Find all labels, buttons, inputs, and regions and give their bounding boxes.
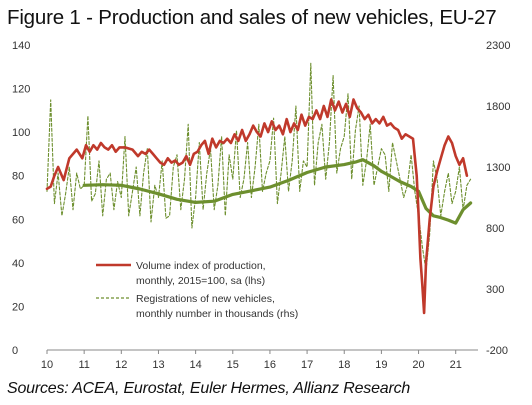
y-right-tick-label: 300 xyxy=(486,284,504,296)
x-tick-label: 16 xyxy=(264,359,276,371)
x-tick-label: 18 xyxy=(338,359,350,371)
y-left-tick-label: 120 xyxy=(12,84,30,96)
x-tick-label: 10 xyxy=(41,359,53,371)
legend-production-label: monthly, 2015=100, sa (lhs) xyxy=(136,275,265,287)
y-left-tick-label: 60 xyxy=(12,214,24,226)
legend-production-label: Volume index of production, xyxy=(136,260,266,272)
registrations-line xyxy=(46,62,472,272)
series-layer xyxy=(45,62,473,315)
y-left-tick-label: 0 xyxy=(12,345,18,357)
y-right-tick-label: 2300 xyxy=(486,40,510,52)
x-tick-label: 19 xyxy=(375,359,387,371)
x-tick-label: 12 xyxy=(115,359,127,371)
x-tick-label: 11 xyxy=(78,359,89,371)
source-note: Sources: ACEA, Eurostat, Euler Hermes, A… xyxy=(7,380,411,397)
y-left-tick-label: 80 xyxy=(12,171,24,183)
y-left-tick-label: 20 xyxy=(12,301,24,313)
y-left-tick-label: 140 xyxy=(12,40,30,52)
y-left-tick-label: 100 xyxy=(12,127,30,139)
y-right-tick-label: -200 xyxy=(486,345,508,357)
legend-registrations-label: monthly number in thousands (rhs) xyxy=(136,308,298,320)
x-tick-label: 14 xyxy=(189,359,201,371)
x-tick-label: 21 xyxy=(450,359,462,371)
registrations-trend-line xyxy=(82,158,473,225)
x-tick-label: 20 xyxy=(412,359,424,371)
x-tick-label: 13 xyxy=(152,359,164,371)
x-tick-label: 17 xyxy=(301,359,313,371)
legend-registrations-label: Registrations of new vehicles, xyxy=(136,293,275,305)
y-right-tick-label: 1800 xyxy=(486,101,510,113)
x-tick-label: 15 xyxy=(227,359,239,371)
y-left-tick-label: 40 xyxy=(12,258,24,270)
y-right-tick-label: 800 xyxy=(486,223,504,235)
legend: Volume index of production, monthly, 2015… xyxy=(96,260,298,320)
production-line xyxy=(45,98,469,315)
chart-title: Figure 1 - Production and sales of new v… xyxy=(7,6,497,29)
axis-layer: 0 20 40 60 80 100 120 140 -200 300 800 1300 1800 2300… xyxy=(12,40,510,371)
y-right-tick-label: 1300 xyxy=(486,162,510,174)
